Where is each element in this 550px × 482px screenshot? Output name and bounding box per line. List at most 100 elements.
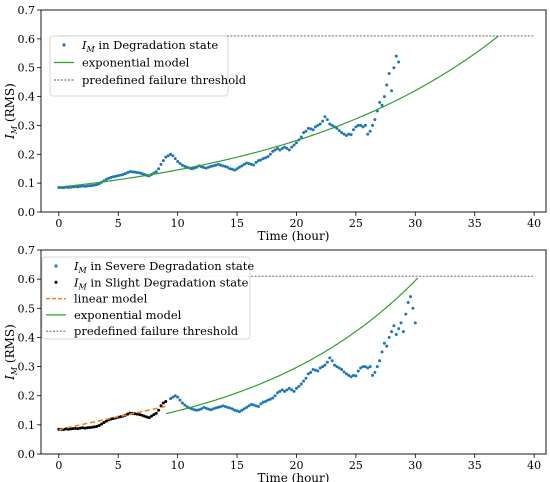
- data-point: [252, 163, 256, 167]
- data-point: [254, 160, 258, 164]
- data-point: [349, 375, 353, 379]
- data-point: [313, 125, 317, 129]
- data-point: [81, 426, 85, 430]
- x-tick-label: 15: [230, 459, 244, 472]
- data-point: [313, 368, 317, 372]
- data-point: [264, 400, 268, 404]
- data-point: [261, 157, 265, 161]
- data-point: [399, 321, 403, 325]
- data-point: [154, 411, 158, 415]
- data-point: [233, 168, 237, 172]
- data-point: [195, 408, 199, 412]
- data-point: [130, 170, 134, 174]
- data-point: [397, 60, 401, 64]
- data-point: [216, 405, 220, 409]
- data-point: [294, 386, 298, 390]
- data-point: [202, 405, 206, 409]
- data-point: [154, 170, 158, 174]
- data-point: [366, 132, 370, 136]
- y-tick-label: 0.2: [18, 390, 36, 403]
- data-point: [299, 135, 303, 139]
- data-point: [104, 177, 108, 181]
- data-point: [107, 176, 111, 180]
- data-point: [390, 89, 394, 93]
- data-point: [183, 403, 187, 407]
- legend-label: predefined failure threshold: [82, 73, 247, 87]
- y-tick-label: 0.0: [18, 206, 36, 219]
- legend-label: exponential model: [82, 56, 190, 70]
- data-point: [387, 335, 391, 339]
- data-point: [359, 123, 363, 127]
- data-point: [207, 407, 211, 411]
- data-point: [178, 398, 182, 402]
- data-point: [240, 164, 244, 168]
- data-point: [150, 414, 154, 418]
- data-point: [311, 128, 315, 132]
- exponential-model-line: [165, 277, 419, 415]
- data-point: [290, 388, 294, 392]
- data-point: [380, 350, 384, 354]
- data-point: [88, 184, 92, 188]
- data-point: [361, 365, 365, 369]
- data-point: [242, 407, 246, 411]
- data-point: [275, 147, 279, 151]
- data-point: [413, 321, 417, 325]
- data-point: [178, 162, 182, 166]
- exponential-model-line: [58, 35, 499, 188]
- data-point: [235, 167, 239, 171]
- x-tick-label: 40: [527, 459, 541, 472]
- data-point: [230, 407, 234, 411]
- y-axis-title: IM (RMS): [3, 83, 19, 140]
- bottom-chart-panel: 0 5 10 15 20 25 30 35 40 0.0 0.1 0.2 0.3 0.4 0.5 0.6 0.7…: [3, 244, 547, 482]
- data-point: [221, 164, 225, 168]
- data-point: [356, 123, 360, 127]
- data-point: [304, 376, 308, 380]
- y-tick-label: 0.1: [18, 177, 36, 190]
- data-point: [157, 167, 161, 171]
- data-point: [332, 363, 336, 367]
- legend-label: IM in Degradation state: [81, 38, 218, 54]
- data-point: [292, 143, 296, 147]
- data-point: [306, 126, 310, 130]
- data-point: [294, 141, 298, 145]
- data-point: [211, 164, 215, 168]
- data-point: [69, 427, 73, 431]
- x-tick-label: 35: [468, 217, 482, 230]
- data-point: [218, 163, 222, 167]
- data-point: [382, 95, 386, 99]
- data-point: [254, 404, 258, 408]
- data-point: [368, 129, 372, 133]
- data-point: [340, 131, 344, 135]
- data-point: [344, 372, 348, 376]
- data-point: [66, 427, 70, 431]
- data-point: [261, 400, 265, 404]
- data-point: [304, 129, 308, 133]
- data-point: [387, 71, 391, 75]
- legend-marker: [54, 280, 58, 284]
- data-point: [256, 159, 260, 163]
- data-point: [199, 407, 203, 411]
- data-point: [406, 300, 410, 304]
- data-point: [64, 427, 68, 431]
- data-point: [375, 365, 379, 369]
- x-tick-label: 10: [171, 459, 185, 472]
- data-point: [152, 413, 156, 417]
- x-tick-label: 10: [171, 217, 185, 230]
- data-point: [366, 366, 370, 370]
- data-point: [223, 164, 227, 168]
- data-point: [363, 123, 367, 127]
- data-point: [328, 356, 332, 360]
- data-point: [204, 406, 208, 410]
- data-point: [109, 175, 113, 179]
- data-point: [226, 165, 230, 169]
- data-point: [285, 147, 289, 151]
- y-tick-label: 0.5: [18, 62, 36, 75]
- data-point: [287, 148, 291, 152]
- data-point: [114, 174, 118, 178]
- data-point: [102, 421, 106, 425]
- data-point: [237, 165, 241, 169]
- y-tick-label: 0.2: [18, 148, 36, 161]
- data-point: [378, 100, 382, 104]
- data-point: [299, 382, 303, 386]
- data-point: [352, 128, 356, 132]
